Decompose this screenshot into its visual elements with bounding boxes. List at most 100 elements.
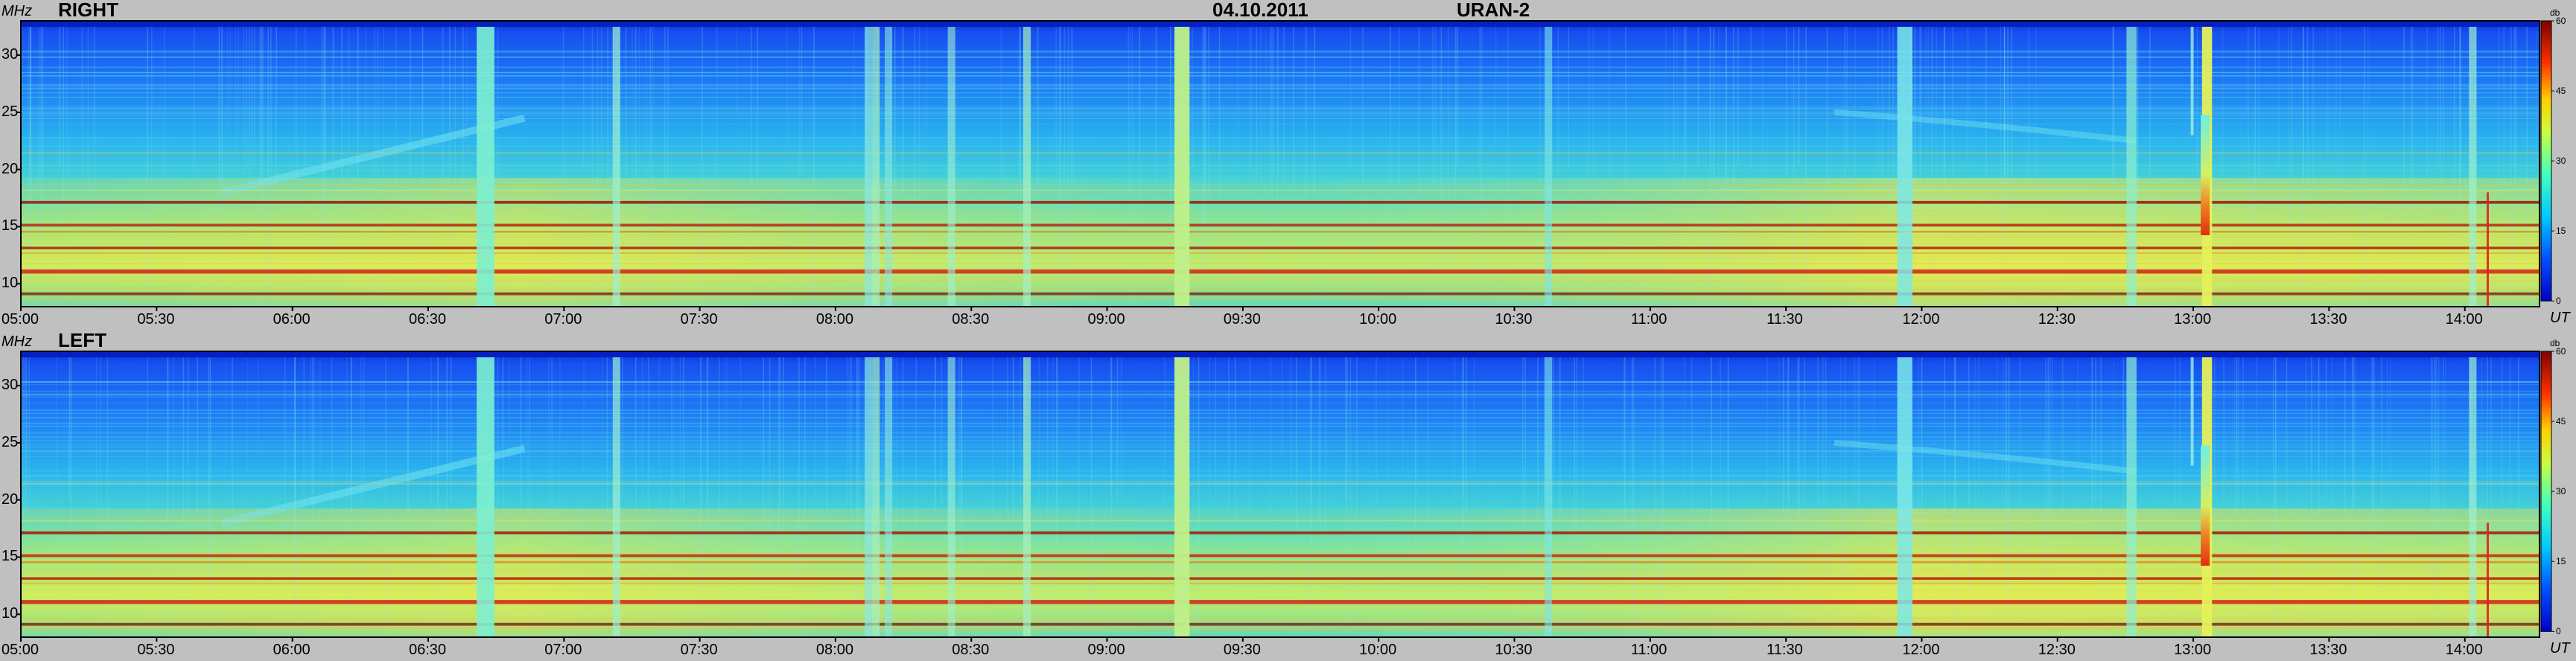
noise-line — [2526, 21, 2528, 272]
x-tick-label: 07:30 — [680, 311, 718, 328]
noise-line — [1402, 351, 1404, 587]
noise-line — [276, 21, 277, 196]
noise-band — [21, 381, 2540, 383]
noise-line — [1202, 21, 1203, 278]
noise-line — [2386, 351, 2388, 508]
noise-line — [1633, 351, 1635, 607]
noise-line — [1432, 21, 1434, 189]
noise-line — [707, 351, 709, 616]
noise-line — [2373, 351, 2375, 555]
noise-line — [1583, 351, 1584, 603]
noise-band — [21, 118, 2540, 119]
noise-line — [248, 21, 250, 198]
interference-band — [21, 200, 2540, 204]
noise-line — [305, 21, 306, 179]
noise-line — [1296, 351, 1297, 537]
noise-line — [2004, 21, 2006, 181]
noise-band — [21, 552, 2540, 555]
burst-column — [1174, 21, 1190, 307]
noise-line — [1462, 351, 1464, 497]
noise-line — [1713, 21, 1714, 188]
noise-line — [914, 21, 916, 246]
noise-line — [1609, 21, 1610, 207]
noise-line — [1349, 351, 1352, 523]
noise-band — [21, 234, 2540, 236]
noise-line — [664, 21, 666, 226]
noise-line — [1454, 351, 1456, 503]
noise-line — [1349, 21, 1352, 167]
noise-line — [1778, 351, 1780, 632]
y-tick-label: 15 — [1, 548, 19, 565]
noise-line — [649, 21, 651, 296]
noise-line — [2440, 21, 2442, 189]
noise-band — [21, 456, 2540, 457]
noise-line — [2305, 351, 2307, 598]
noise-line — [1713, 21, 1715, 270]
noise-line — [1399, 21, 1400, 186]
noise-line — [600, 21, 602, 277]
x-tick-label: 08:00 — [815, 311, 853, 328]
noise-line — [1697, 21, 1699, 166]
x-tick-label: 12:30 — [2038, 311, 2076, 328]
interference-band — [21, 520, 2540, 522]
colorbar-tick-label: 45 — [2556, 416, 2566, 427]
x-tick-label: 07:00 — [544, 642, 582, 658]
noise-line — [2111, 21, 2114, 214]
noise-line — [632, 21, 633, 185]
noise-line — [1466, 351, 1467, 610]
noise-line — [2288, 21, 2289, 222]
noise-band — [21, 581, 2540, 582]
noise-band — [21, 298, 2540, 300]
noise-band — [21, 137, 2540, 138]
noise-line — [2196, 21, 2198, 176]
noise-band — [21, 71, 2540, 73]
noise-band — [21, 571, 2540, 572]
noise-line — [1661, 351, 1662, 628]
noise-band — [21, 211, 2540, 212]
noise-line — [1974, 351, 1976, 521]
interference-band — [21, 246, 2540, 249]
noise-line — [1090, 351, 1093, 618]
noise-line — [437, 351, 439, 633]
noise-line — [1110, 351, 1112, 496]
noise-line — [357, 21, 359, 271]
noise-line — [2437, 351, 2440, 613]
noise-line — [2453, 21, 2455, 297]
noise-line — [2122, 351, 2125, 584]
x-tick-label: 06:30 — [408, 311, 447, 328]
noise-line — [323, 21, 325, 259]
noise-line — [2501, 351, 2503, 630]
noise-band — [21, 412, 2540, 414]
noise-line — [1462, 351, 1464, 572]
noise-line — [332, 21, 334, 190]
noise-line — [2112, 21, 2114, 170]
noise-line — [374, 21, 375, 256]
noise-line — [804, 351, 806, 567]
noise-line — [1727, 351, 1729, 538]
noise-line — [2518, 351, 2519, 554]
noise-line — [2367, 21, 2369, 283]
noise-band — [21, 628, 2540, 630]
noise-line — [1914, 21, 1916, 267]
noise-band — [21, 76, 2540, 77]
noise-band — [21, 630, 2540, 631]
noise-band — [21, 381, 2540, 383]
noise-line — [2137, 21, 2139, 222]
noise-band — [21, 112, 2540, 114]
noise-line — [934, 351, 936, 577]
colorbar-tick-label: 0 — [2556, 296, 2561, 307]
colorbar-tick-label: 60 — [2556, 346, 2566, 357]
noise-line — [254, 21, 255, 168]
noise-line — [2254, 21, 2256, 219]
noise-line — [1817, 351, 1819, 529]
interference-band — [21, 531, 2540, 534]
x-tick-label: 07:30 — [680, 642, 718, 658]
noise-line — [1822, 351, 1823, 608]
x-tick-label: 09:00 — [1087, 642, 1125, 658]
noise-line — [167, 351, 169, 568]
noise-line — [1116, 351, 1119, 505]
interference-band — [21, 269, 2540, 274]
noise-line — [2028, 21, 2029, 220]
noise-line — [407, 351, 409, 540]
x-tick-label: 14:00 — [2445, 311, 2483, 328]
